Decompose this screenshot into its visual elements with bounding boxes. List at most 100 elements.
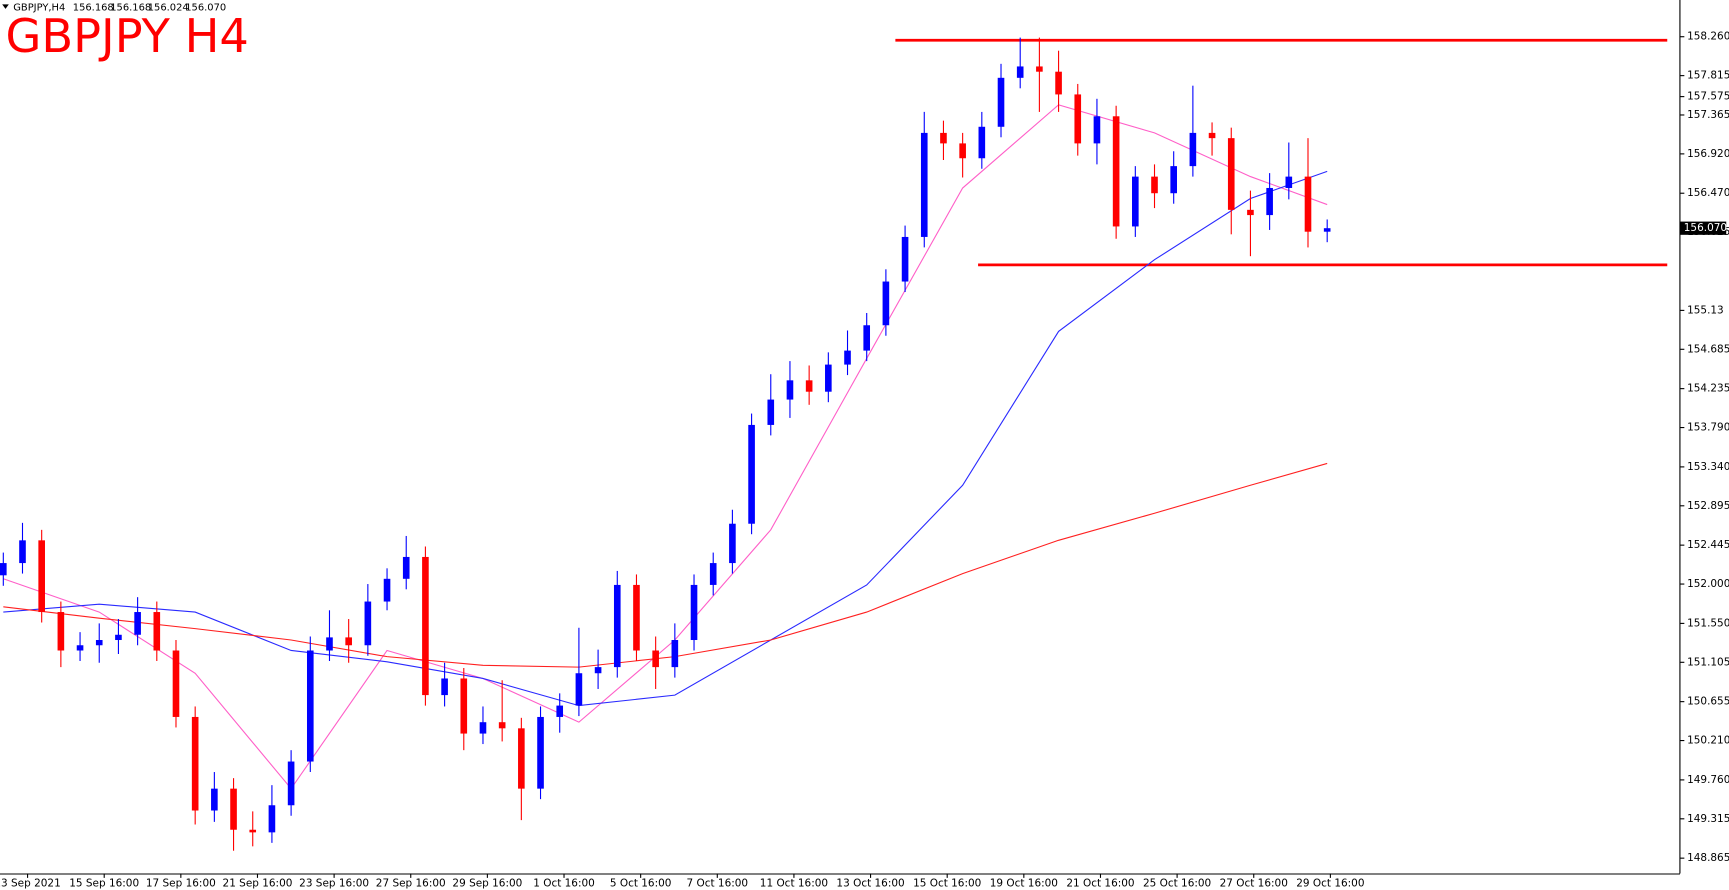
header-value: 156.168 bbox=[73, 3, 114, 14]
candle-body bbox=[1227, 138, 1235, 210]
candle-body bbox=[786, 380, 794, 400]
candle-body bbox=[1016, 66, 1024, 78]
candle-body bbox=[901, 236, 909, 282]
candle-body bbox=[76, 645, 84, 651]
candle-body bbox=[479, 722, 487, 734]
candle-body bbox=[1132, 176, 1139, 227]
candle-body bbox=[57, 612, 65, 651]
x-tick-label: 29 Oct 16:00 bbox=[1296, 877, 1364, 889]
candle-body bbox=[134, 612, 141, 635]
x-tick-label: 13 Oct 16:00 bbox=[836, 877, 904, 889]
candle-body bbox=[306, 650, 314, 762]
x-tick-label: 15 Sep 16:00 bbox=[69, 877, 139, 889]
candle-body bbox=[940, 132, 947, 144]
y-tick-label: 157.815 bbox=[1687, 70, 1729, 82]
y-tick-label: 158.260 bbox=[1687, 31, 1729, 43]
y-tick-label: 154.685 bbox=[1687, 343, 1729, 355]
x-tick-label: 5 Oct 16:00 bbox=[610, 877, 672, 889]
y-tick-label: 152.445 bbox=[1687, 539, 1729, 551]
candle-body bbox=[1266, 187, 1273, 216]
header-value: 156.168 bbox=[110, 3, 151, 14]
candle-body bbox=[287, 761, 295, 806]
candle-body bbox=[633, 584, 640, 651]
y-tick-label: 156.470 bbox=[1687, 187, 1729, 199]
x-tick-label: 25 Oct 16:00 bbox=[1143, 877, 1211, 889]
y-tick-label: 152.895 bbox=[1687, 500, 1729, 512]
y-tick-label: 149.760 bbox=[1687, 774, 1729, 786]
current-price-label: 156.070 bbox=[1684, 222, 1727, 234]
candle-body bbox=[575, 673, 583, 706]
y-tick-label: 150.655 bbox=[1687, 696, 1729, 708]
moving-average bbox=[3, 170, 1328, 707]
header-value: 156.024 bbox=[148, 3, 189, 14]
candle-body bbox=[345, 637, 352, 646]
candle-body bbox=[1247, 209, 1254, 216]
candle-body bbox=[1304, 176, 1312, 232]
candle-body bbox=[422, 556, 429, 696]
candle-body bbox=[882, 281, 890, 326]
candle-body bbox=[153, 612, 161, 651]
x-tick-label: 19 Oct 16:00 bbox=[990, 877, 1058, 889]
candle-body bbox=[1112, 116, 1120, 227]
y-tick-label: 156.920 bbox=[1687, 148, 1729, 160]
x-tick-label: 7 Oct 16:00 bbox=[686, 877, 748, 889]
candle-body bbox=[709, 563, 717, 585]
y-tick-label: 152.000 bbox=[1687, 578, 1729, 590]
candle-body bbox=[1189, 132, 1197, 167]
y-tick-label: 151.105 bbox=[1687, 656, 1729, 668]
candle-body bbox=[95, 640, 103, 646]
y-tick-label: 157.575 bbox=[1687, 91, 1729, 103]
candle-body bbox=[1093, 116, 1101, 144]
candle-body bbox=[191, 716, 199, 811]
candle-body bbox=[556, 705, 564, 717]
candle-body bbox=[249, 829, 257, 833]
candle-body bbox=[997, 77, 1005, 127]
x-tick-label: 13 Sep 2021 bbox=[0, 877, 61, 889]
candle-body bbox=[364, 601, 372, 646]
candle-body bbox=[1208, 132, 1216, 139]
menu-triangle bbox=[2, 4, 9, 9]
candle-body bbox=[498, 722, 506, 729]
candle-body bbox=[671, 640, 679, 668]
candle-body bbox=[326, 637, 333, 651]
candle-body bbox=[748, 424, 755, 524]
y-tick-label: 153.340 bbox=[1687, 461, 1729, 473]
candle-body bbox=[1036, 66, 1043, 72]
candle-body bbox=[613, 584, 621, 668]
x-tick-label: 27 Sep 16:00 bbox=[376, 877, 446, 889]
chart-title: GBPJPY H4 bbox=[6, 9, 249, 63]
candle-body bbox=[441, 678, 448, 696]
x-tick-label: 1 Oct 16:00 bbox=[533, 877, 595, 889]
candle-body bbox=[767, 399, 775, 425]
y-tick-label: 155.13 bbox=[1687, 304, 1724, 316]
candle-body bbox=[1170, 166, 1177, 194]
candle-body bbox=[172, 650, 180, 717]
candle-body bbox=[19, 540, 26, 564]
candle-body bbox=[38, 540, 45, 613]
candle-body bbox=[230, 788, 237, 830]
candle-body bbox=[1323, 228, 1331, 232]
current-price-box bbox=[1679, 221, 1727, 235]
candle-body bbox=[1074, 94, 1082, 144]
candle-body bbox=[460, 678, 468, 734]
candle-body bbox=[594, 667, 602, 674]
candle-body bbox=[537, 716, 544, 789]
x-tick-label: 21 Sep 16:00 bbox=[223, 877, 293, 889]
y-tick-label: 154.235 bbox=[1687, 383, 1729, 395]
candle-body bbox=[844, 350, 851, 365]
candle-body bbox=[0, 563, 7, 576]
candle-body bbox=[383, 578, 391, 602]
candle-body bbox=[690, 584, 698, 641]
x-tick-label: 17 Sep 16:00 bbox=[146, 877, 216, 889]
candle-body bbox=[518, 728, 525, 789]
candle-body bbox=[863, 325, 871, 351]
y-tick-label: 153.790 bbox=[1687, 422, 1729, 434]
y-tick-label: 149.315 bbox=[1687, 813, 1729, 825]
candle-body bbox=[268, 805, 276, 833]
candle-body bbox=[402, 556, 410, 579]
y-tick-label: 157.365 bbox=[1687, 109, 1729, 121]
